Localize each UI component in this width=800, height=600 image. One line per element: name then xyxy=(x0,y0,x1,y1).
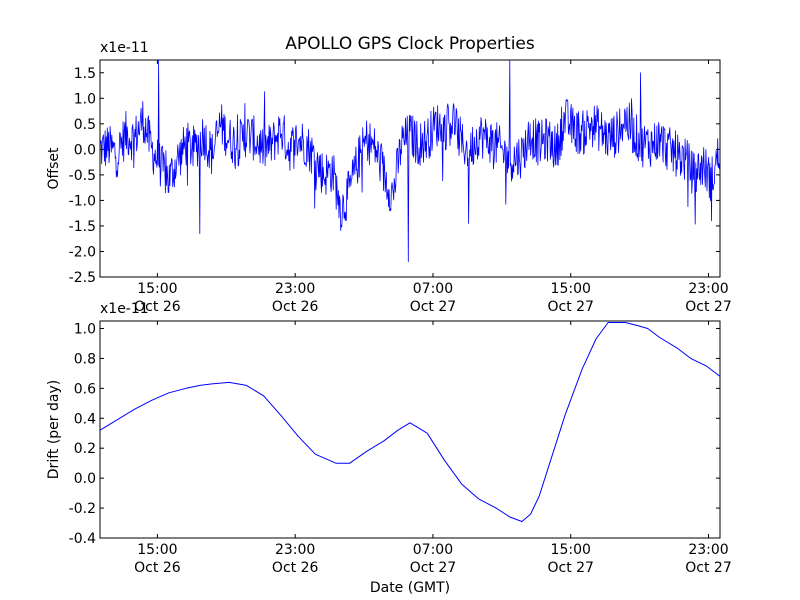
y-tick-label: -0.4 xyxy=(69,531,96,547)
y-tick-label: 0.5 xyxy=(74,117,96,133)
x-tick-time-label: 15:00 xyxy=(137,281,177,297)
y-axis-label: Drift (per day) xyxy=(46,380,62,479)
x-tick-date-label: Oct 26 xyxy=(134,299,181,315)
x-tick-date-label: Oct 27 xyxy=(547,560,593,576)
x-tick-date-label: Oct 26 xyxy=(134,560,181,576)
axis-scale-label: x1e-11 xyxy=(100,40,149,56)
plot-frame xyxy=(99,59,721,278)
y-tick-label: 0.0 xyxy=(74,142,96,158)
drift-panel: 1.0 0.8 0.6 0.4 0.2 0.0 -0.2 -0.4 15:00 Oct 26 23:… xyxy=(46,301,732,596)
series-line xyxy=(99,59,721,263)
x-tick-time-label: 15:00 xyxy=(551,281,591,297)
x-tick-time-label: 23:00 xyxy=(275,281,315,297)
chart-title: APOLLO GPS Clock Properties xyxy=(285,34,535,54)
x-tick-time-label: 23:00 xyxy=(275,542,315,558)
x-tick-time-label: 23:00 xyxy=(688,542,728,558)
axis-scale-label: x1e-11 xyxy=(100,301,149,317)
plot-frame xyxy=(99,320,721,539)
y-tick-label: -1.5 xyxy=(69,219,96,235)
y-tick-label: 0.8 xyxy=(74,351,96,367)
y-tick-label: -1.0 xyxy=(69,193,96,209)
series-line xyxy=(99,322,721,522)
x-axis-label: Date (GMT) xyxy=(370,580,450,596)
x-tick-time-label: 07:00 xyxy=(413,542,453,558)
x-tick-date-label: Oct 27 xyxy=(410,560,456,576)
x-tick-date-label: Oct 26 xyxy=(272,299,319,315)
y-tick-label: 0.4 xyxy=(74,411,96,427)
y-tick-label: -2.5 xyxy=(69,270,96,286)
x-tick-date-label: Oct 26 xyxy=(272,560,319,576)
offset-panel: 1.5 1.0 0.5 0.0 -0.5 -1.0 -1.5 -2.0 -2.5 15:00 Oct… xyxy=(46,40,732,315)
x-tick-date-label: Oct 27 xyxy=(410,299,456,315)
x-tick-date-label: Oct 27 xyxy=(685,299,731,315)
y-tick-label: 0.6 xyxy=(74,381,96,397)
x-tick-time-label: 23:00 xyxy=(688,281,728,297)
x-tick-time-label: 15:00 xyxy=(551,542,591,558)
y-tick-label: 0.2 xyxy=(74,441,96,457)
y-axis-label: Offset xyxy=(46,147,62,190)
x-tick-date-label: Oct 27 xyxy=(547,299,593,315)
y-tick-label: 1.0 xyxy=(74,91,96,107)
y-tick-label: -0.2 xyxy=(69,501,96,517)
y-tick-label: 1.0 xyxy=(74,321,96,337)
y-tick-label: -2.0 xyxy=(69,244,96,260)
y-tick-label: -0.5 xyxy=(69,168,96,184)
y-tick-label: 0.0 xyxy=(74,471,96,487)
x-tick-time-label: 07:00 xyxy=(413,281,453,297)
x-tick-date-label: Oct 27 xyxy=(685,560,731,576)
x-tick-time-label: 15:00 xyxy=(137,542,177,558)
y-tick-label: 1.5 xyxy=(74,66,96,82)
